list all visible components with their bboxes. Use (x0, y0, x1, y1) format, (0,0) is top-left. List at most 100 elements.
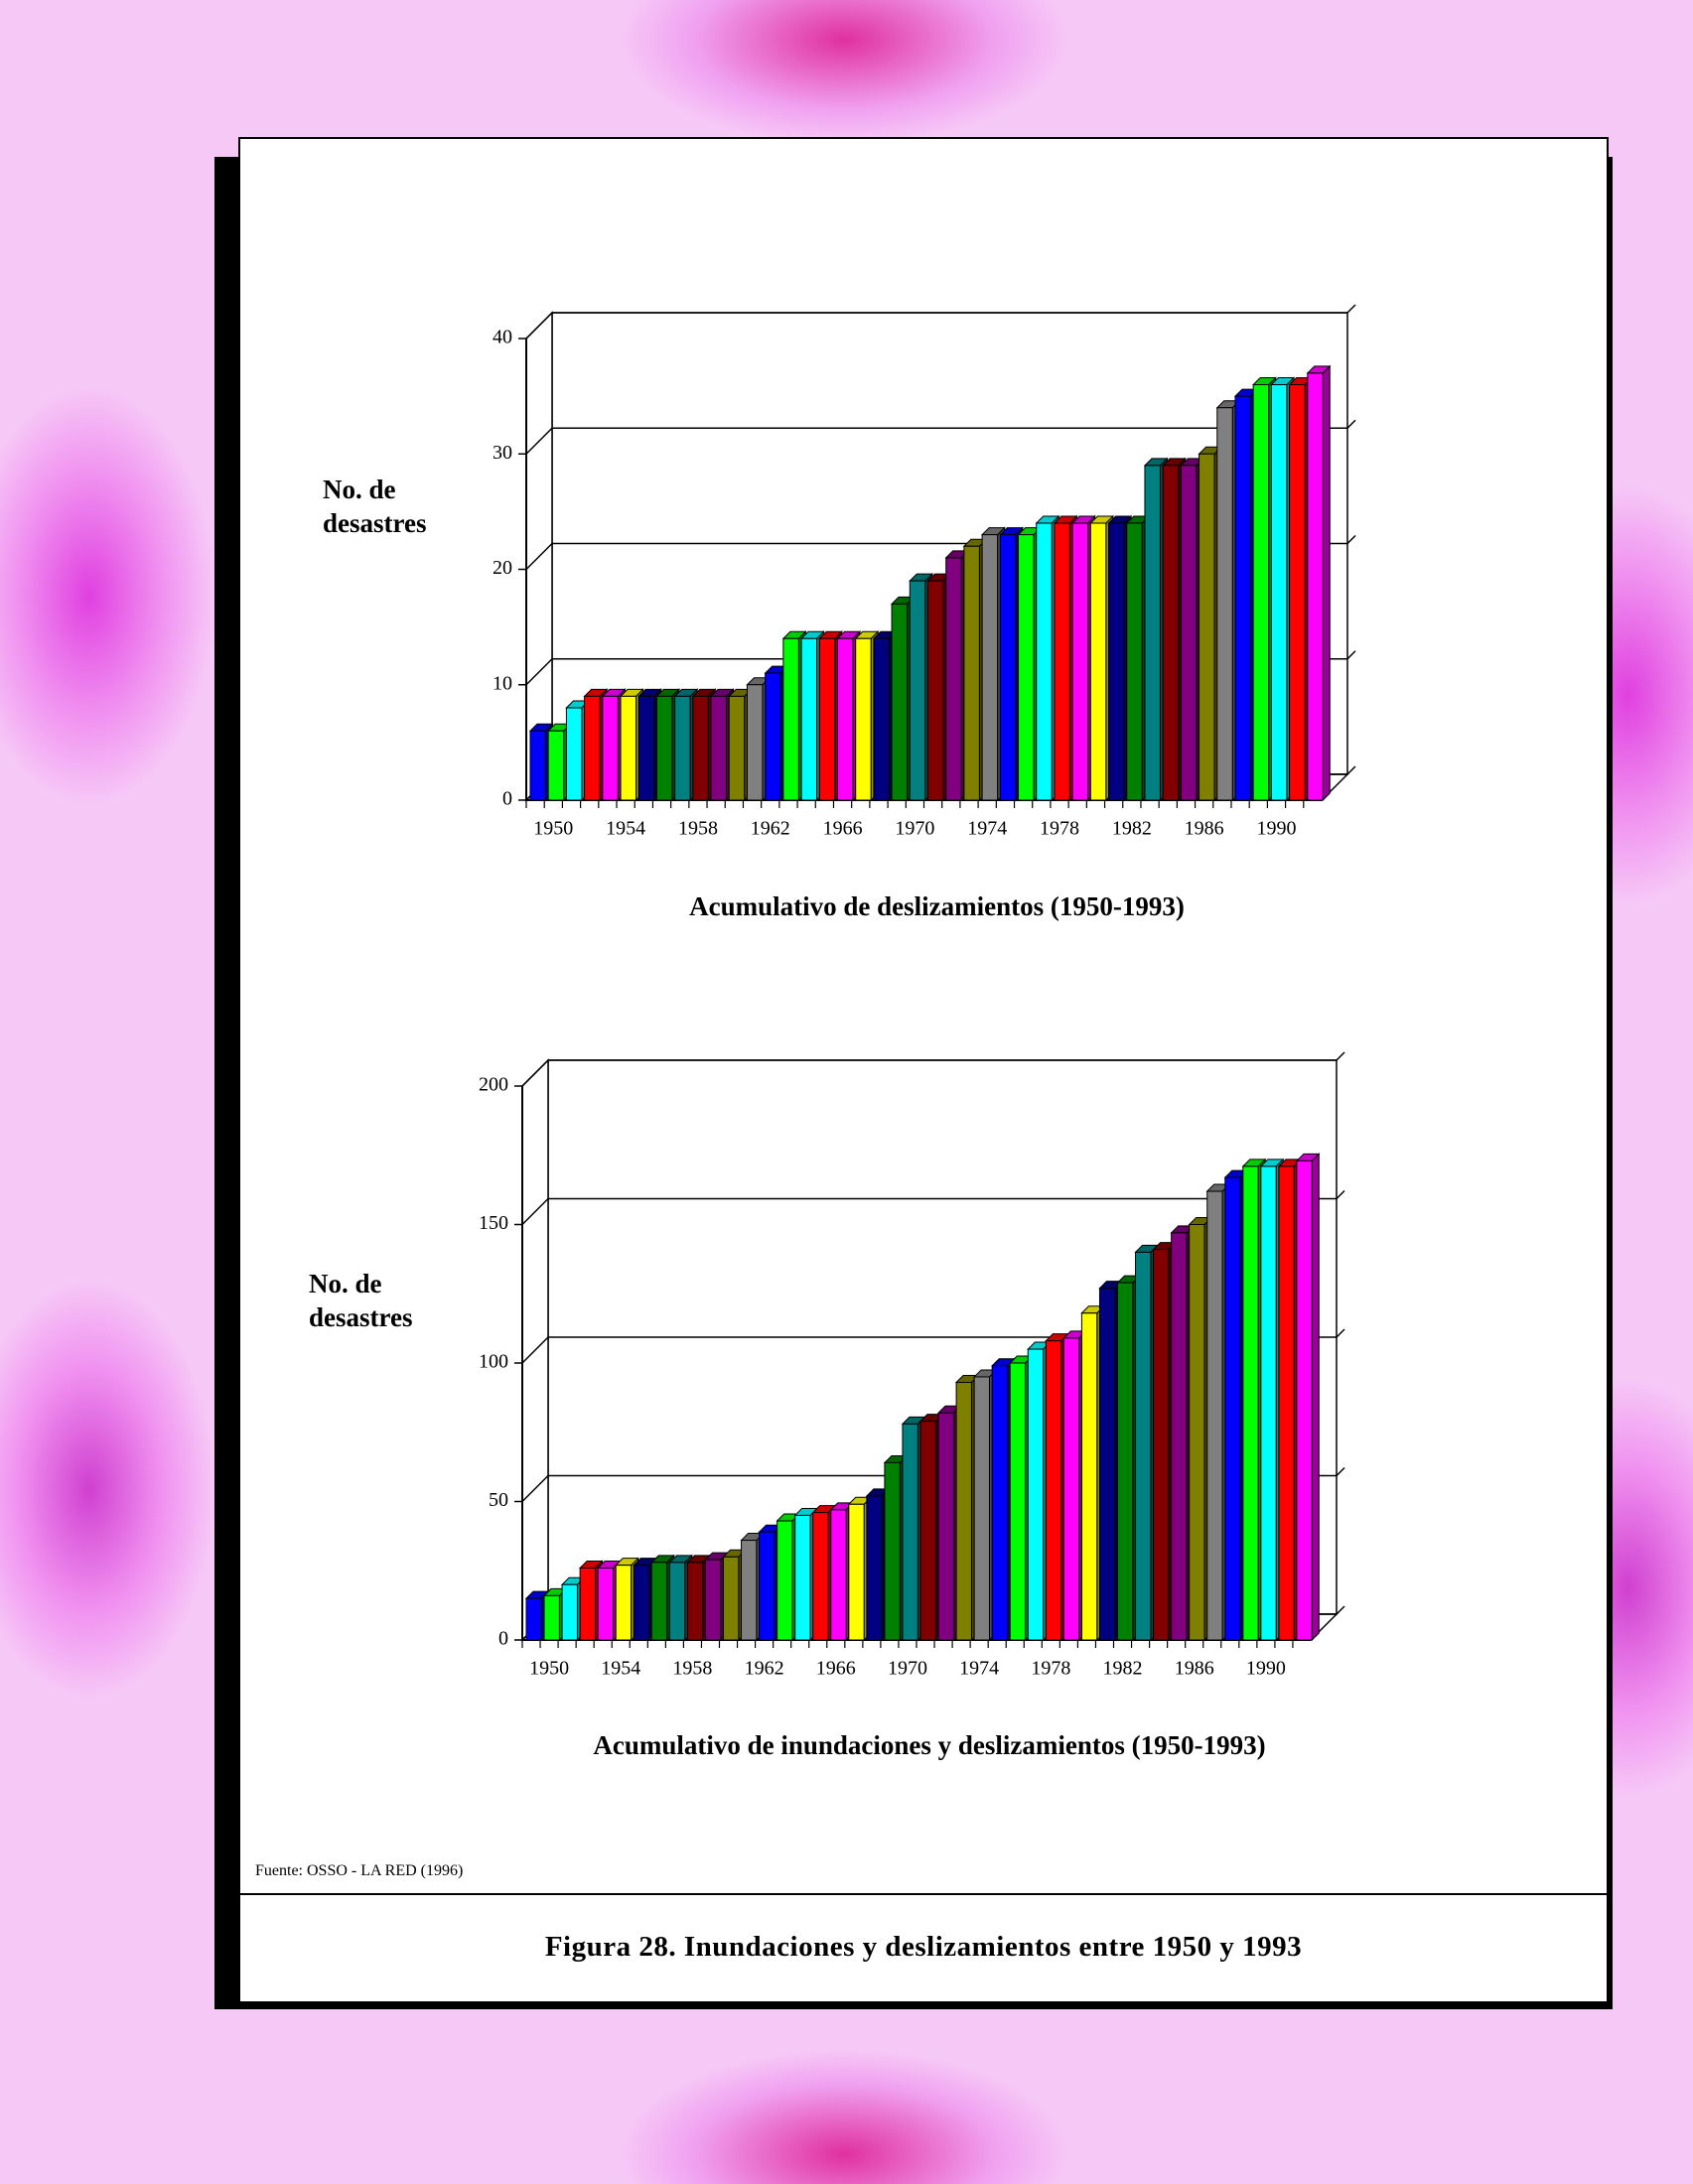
bar (1080, 1312, 1098, 1641)
bar (728, 695, 746, 801)
x-tick-label: 1982 (1103, 1658, 1143, 1680)
bar (746, 684, 764, 801)
grid-line (1346, 304, 1356, 314)
bar (836, 637, 854, 801)
bar (543, 1594, 560, 1641)
x-tick-label: 1954 (606, 818, 645, 840)
bar (1189, 1224, 1205, 1641)
bar (1098, 1288, 1116, 1641)
x-tick-label: 1950 (529, 1658, 569, 1680)
bar (692, 695, 709, 801)
bar (1296, 1160, 1313, 1641)
grid-line (1346, 534, 1356, 545)
bar (1089, 522, 1107, 801)
bar (1199, 453, 1215, 801)
bar (848, 1503, 865, 1641)
y-tick-label: 20 (493, 557, 512, 579)
grid-line (1336, 1051, 1345, 1061)
bar (620, 695, 636, 801)
bar (759, 1531, 776, 1641)
bar (1036, 522, 1053, 801)
x-tick-label: 1982 (1112, 818, 1152, 840)
bar (1126, 522, 1143, 801)
grid-line (521, 1336, 549, 1364)
grid-line (521, 1059, 549, 1087)
bar (650, 1562, 668, 1641)
bar (812, 1512, 829, 1641)
bar (1234, 395, 1251, 801)
grid-line (1346, 419, 1356, 429)
divider (240, 1893, 1609, 1895)
bar (902, 1423, 918, 1641)
figure-caption: Figura 28. Inundaciones y deslizamientos… (544, 1931, 1303, 1963)
bar (855, 637, 872, 801)
x-tick-label: 1990 (1246, 1658, 1286, 1680)
y-tick-label: 30 (493, 442, 512, 464)
x-tick-label: 1978 (1031, 1658, 1070, 1680)
bar (937, 1412, 954, 1641)
bar (1206, 1190, 1223, 1641)
bar (909, 580, 926, 801)
y-tick-label: 40 (493, 327, 512, 348)
grid-line (525, 658, 553, 686)
bar (1062, 1337, 1080, 1641)
x-tick-label: 1954 (601, 1658, 640, 1680)
x-tick-label: 1990 (1256, 818, 1296, 840)
bar (794, 1514, 811, 1641)
y-tick-label: 150 (479, 1212, 508, 1234)
bar (615, 1565, 633, 1641)
bar (633, 1565, 650, 1641)
y-tick-label: 200 (479, 1074, 508, 1096)
bar (1135, 1251, 1152, 1641)
bar (891, 603, 909, 801)
bar (655, 695, 673, 801)
y-axis-label: No. de desastres (309, 1269, 413, 1332)
y-axis-label: No. de desastres (323, 475, 427, 538)
bar (945, 557, 962, 801)
bar (1144, 465, 1161, 801)
x-tick-label: 1986 (1185, 818, 1224, 840)
bar (1108, 522, 1125, 801)
x-tick-label: 1974 (959, 1658, 999, 1680)
bar (547, 730, 565, 801)
bar-side (1311, 1153, 1320, 1642)
bar (818, 637, 836, 801)
x-tick-label: 1970 (888, 1658, 927, 1680)
y-tick-label: 50 (489, 1489, 508, 1511)
bar (919, 1421, 936, 1641)
bar (723, 1556, 740, 1641)
bar (1216, 407, 1233, 801)
y-tick-label: 10 (493, 672, 512, 694)
bar (704, 1559, 722, 1641)
bar (1018, 534, 1035, 801)
grid-line (1346, 765, 1356, 775)
bar (1054, 522, 1070, 801)
x-tick-label: 1958 (672, 1658, 712, 1680)
bar (1260, 1165, 1277, 1641)
bar (1289, 384, 1306, 801)
bar (686, 1562, 704, 1641)
bar (1071, 522, 1089, 801)
bar (602, 695, 619, 801)
bar (1307, 372, 1324, 801)
bar (927, 580, 944, 801)
bar (1224, 1176, 1241, 1641)
bar (866, 1495, 883, 1641)
grid-line (1336, 1605, 1345, 1615)
grid-line (1336, 1328, 1345, 1338)
x-tick-label: 1970 (895, 818, 934, 840)
bar (1270, 384, 1288, 801)
grid-line (525, 542, 553, 571)
bar (1180, 465, 1198, 801)
bar (1278, 1165, 1295, 1641)
y-tick-label: 0 (502, 788, 512, 810)
bar-side (1322, 364, 1331, 802)
bar (561, 1583, 578, 1641)
x-tick-label: 1950 (533, 818, 573, 840)
bar (1252, 384, 1270, 801)
bar (741, 1540, 758, 1641)
bar (963, 545, 980, 801)
x-tick-label: 1958 (678, 818, 718, 840)
bar (1242, 1165, 1259, 1641)
